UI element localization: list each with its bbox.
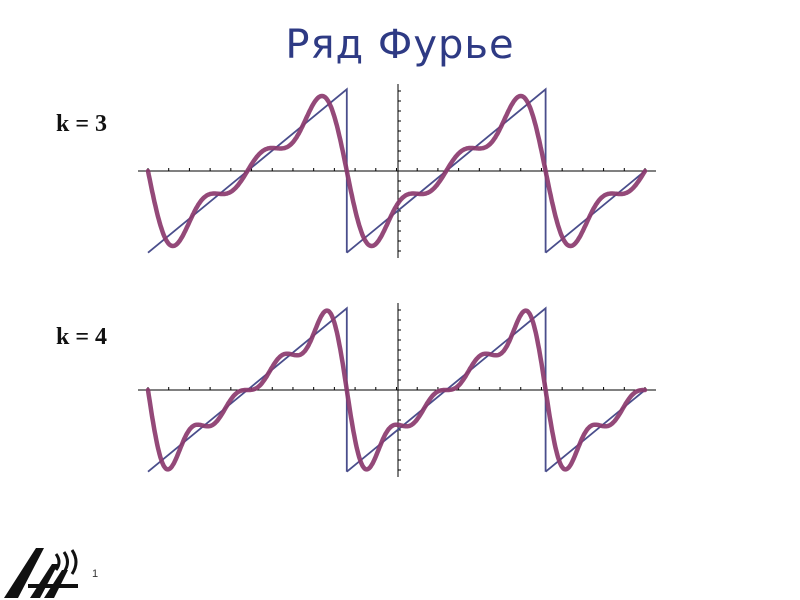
slide-title: Ряд Фурье — [285, 22, 515, 68]
fourier-series-line — [145, 93, 648, 249]
slide-number: 1 — [92, 568, 99, 580]
k-label-top: k = 3 — [56, 111, 108, 137]
institution-logo-icon — [4, 548, 78, 598]
k-label-bottom: k = 4 — [56, 324, 108, 350]
fourier-series-line — [145, 308, 648, 472]
sawtooth-line — [147, 306, 646, 473]
